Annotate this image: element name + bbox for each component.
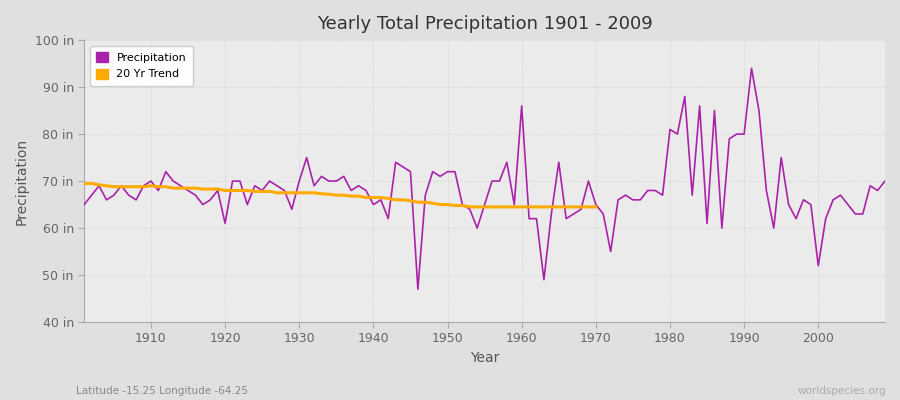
- Title: Yearly Total Precipitation 1901 - 2009: Yearly Total Precipitation 1901 - 2009: [317, 15, 652, 33]
- Legend: Precipitation, 20 Yr Trend: Precipitation, 20 Yr Trend: [90, 46, 193, 86]
- Text: worldspecies.org: worldspecies.org: [798, 386, 886, 396]
- Text: Latitude -15.25 Longitude -64.25: Latitude -15.25 Longitude -64.25: [76, 386, 248, 396]
- Y-axis label: Precipitation: Precipitation: [15, 138, 29, 225]
- X-axis label: Year: Year: [470, 351, 500, 365]
